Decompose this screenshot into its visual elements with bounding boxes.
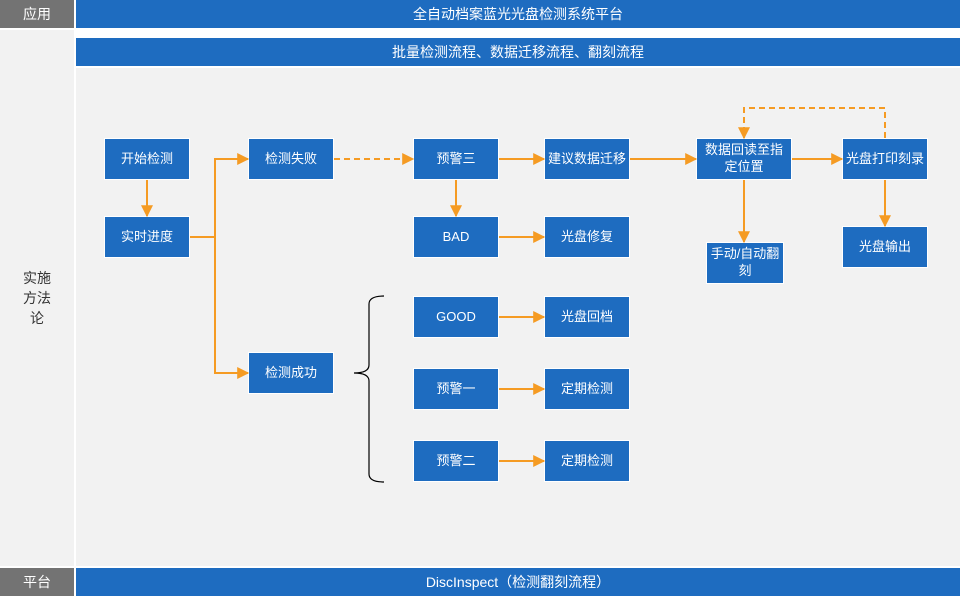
- node-label-repair: 光盘修复: [561, 229, 613, 246]
- node-readback: 数据回读至指定位置: [696, 138, 792, 180]
- bar-flow_title: 批量检测流程、数据迁移流程、翻刻流程: [76, 38, 960, 66]
- bar-label-plat_title: DiscInspect（检测翻刻流程）: [426, 572, 610, 592]
- node-progress: 实时进度: [104, 216, 190, 258]
- bar-app_label: 应用: [0, 0, 74, 28]
- bar-app_title: 全自动档案蓝光光盘检测系统平台: [76, 0, 960, 28]
- node-check2: 定期检测: [544, 440, 630, 482]
- node-label-good: GOOD: [436, 309, 476, 326]
- node-start: 开始检测: [104, 138, 190, 180]
- node-archive: 光盘回档: [544, 296, 630, 338]
- node-label-start: 开始检测: [121, 151, 173, 168]
- node-migrate: 建议数据迁移: [544, 138, 630, 180]
- bar-label-plat_label: 平台: [23, 572, 51, 592]
- node-label-archive: 光盘回档: [561, 309, 613, 326]
- bar-label-flow_title: 批量检测流程、数据迁移流程、翻刻流程: [392, 42, 644, 62]
- node-label-check2: 定期检测: [561, 453, 613, 470]
- sidebar-label-method: 实施方法论: [21, 268, 53, 328]
- node-print: 光盘打印刻录: [842, 138, 928, 180]
- bar-plat_label: 平台: [0, 568, 74, 596]
- bar-label-app_title: 全自动档案蓝光光盘检测系统平台: [413, 4, 623, 24]
- node-good: GOOD: [413, 296, 499, 338]
- diagram-canvas: 应用 全自动档案蓝光光盘检测系统平台平台 DiscInspect（检测翻刻流程） 批量…: [0, 0, 960, 596]
- node-warn1: 预警一: [413, 368, 499, 410]
- node-label-manual: 手动/自动翻刻: [709, 246, 781, 280]
- node-repair: 光盘修复: [544, 216, 630, 258]
- node-label-readback: 数据回读至指定位置: [699, 142, 789, 176]
- node-label-print: 光盘打印刻录: [846, 151, 924, 168]
- sidebar-method: 实施方法论: [0, 30, 74, 566]
- bar-label-app_label: 应用: [23, 4, 51, 24]
- node-manual: 手动/自动翻刻: [706, 242, 784, 284]
- node-check1: 定期检测: [544, 368, 630, 410]
- node-label-progress: 实时进度: [121, 229, 173, 246]
- node-label-migrate: 建议数据迁移: [548, 151, 626, 168]
- node-label-warn3: 预警三: [436, 151, 475, 168]
- node-label-check1: 定期检测: [561, 381, 613, 398]
- node-warn2: 预警二: [413, 440, 499, 482]
- node-bad: BAD: [413, 216, 499, 258]
- node-label-success: 检测成功: [265, 365, 317, 382]
- node-success: 检测成功: [248, 352, 334, 394]
- bar-plat_title: DiscInspect（检测翻刻流程）: [76, 568, 960, 596]
- node-warn3: 预警三: [413, 138, 499, 180]
- node-fail: 检测失败: [248, 138, 334, 180]
- node-label-bad: BAD: [443, 229, 470, 246]
- body-panel: [76, 68, 960, 566]
- node-label-output: 光盘输出: [859, 239, 911, 256]
- node-label-warn2: 预警二: [436, 453, 475, 470]
- node-label-warn1: 预警一: [436, 381, 475, 398]
- node-output: 光盘输出: [842, 226, 928, 268]
- node-label-fail: 检测失败: [265, 151, 317, 168]
